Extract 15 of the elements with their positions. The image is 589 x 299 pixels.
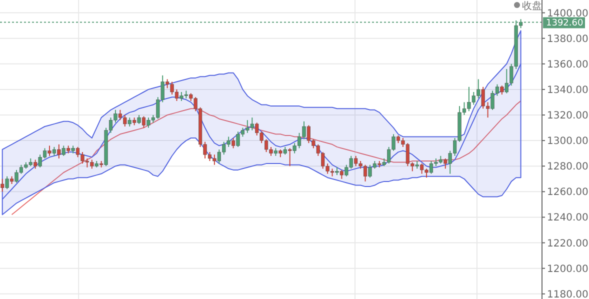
y-tick-label: 1360.00 [547,59,588,70]
y-tick-label: 1280.00 [547,162,588,173]
y-tick-label: 1320.00 [547,110,588,122]
y-tick-label: 1180.00 [547,289,588,299]
y-tick-label: 1200.00 [547,264,588,275]
line-series [2,63,522,200]
y-tick-label: 1260.00 [547,187,588,198]
y-tick-label: 1380.00 [547,34,588,45]
y-tick-label: 1220.00 [547,238,588,250]
y-tick-label: 1400.00 [547,8,588,20]
annotation: 收盘 [522,0,542,12]
y-tick-label: 1240.00 [547,212,588,224]
y-tick-label: 1300.00 [547,136,588,148]
y-tick-label: 1340.00 [547,84,588,96]
ref-line-label: 1392.60 [546,18,584,29]
